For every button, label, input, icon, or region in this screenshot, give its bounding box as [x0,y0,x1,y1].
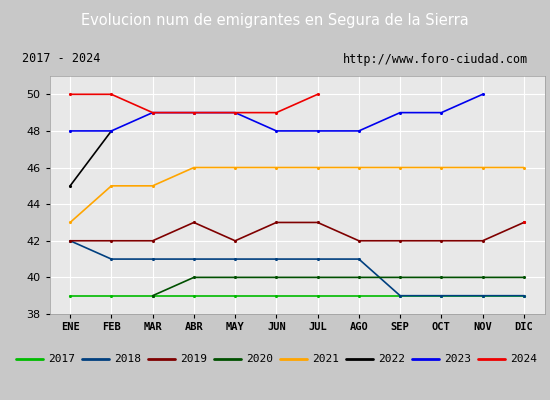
Text: 2017: 2017 [48,354,75,364]
Text: 2017 - 2024: 2017 - 2024 [21,52,100,66]
Text: http://www.foro-ciudad.com: http://www.foro-ciudad.com [343,52,529,66]
Text: Evolucion num de emigrantes en Segura de la Sierra: Evolucion num de emigrantes en Segura de… [81,14,469,28]
Text: 2023: 2023 [444,354,471,364]
Text: 2018: 2018 [114,354,141,364]
Text: 2020: 2020 [246,354,273,364]
Text: 2022: 2022 [378,354,405,364]
Text: 2019: 2019 [180,354,207,364]
Text: 2024: 2024 [510,354,537,364]
Text: 2021: 2021 [312,354,339,364]
